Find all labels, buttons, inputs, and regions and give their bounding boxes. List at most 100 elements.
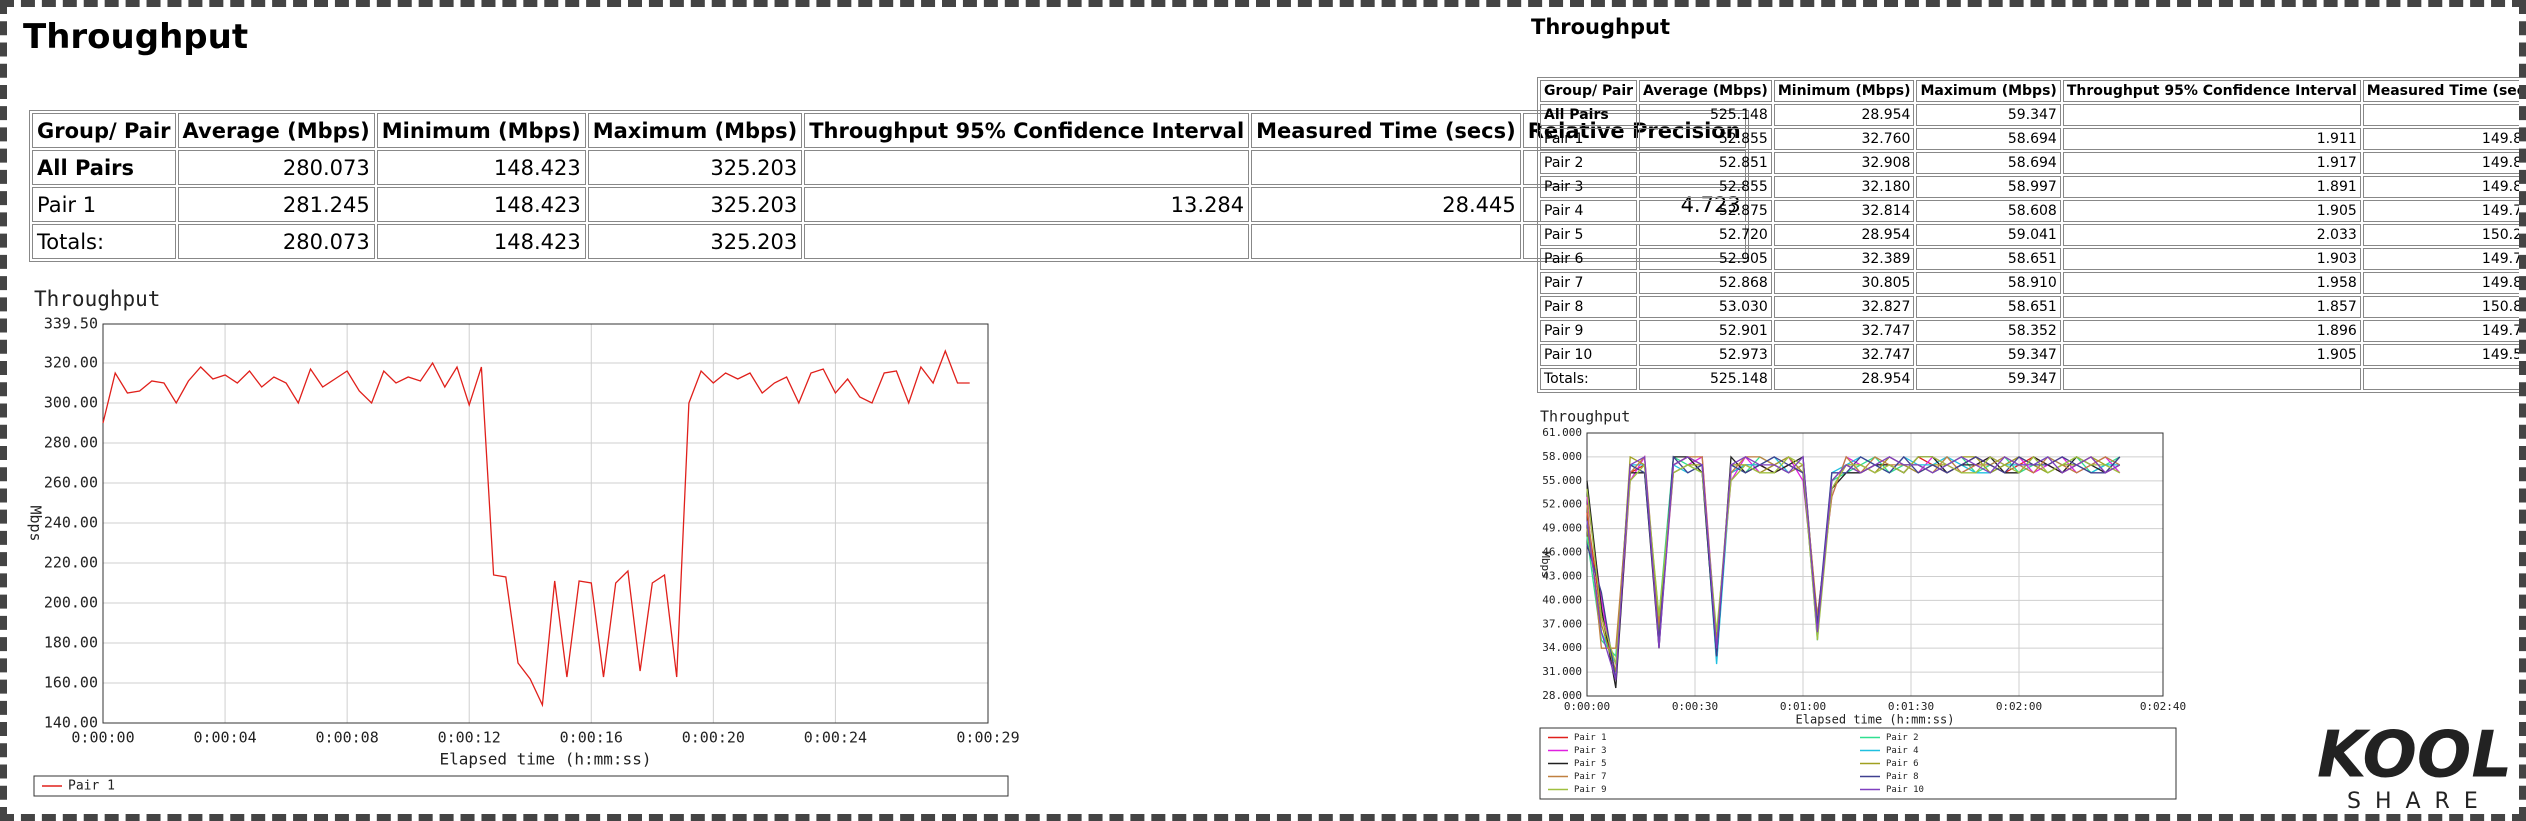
legend-label: Pair 3 bbox=[1574, 746, 1607, 756]
table-cell: 58.997 bbox=[1916, 176, 2061, 198]
table-cell: 525.148 bbox=[1639, 368, 1772, 390]
table-cell: 149.845 bbox=[2362, 176, 2519, 198]
table-cell: 32.747 bbox=[1773, 320, 1915, 342]
table-cell: 32.814 bbox=[1773, 200, 1915, 222]
table-cell: 281.245 bbox=[177, 187, 375, 222]
table-cell: 59.041 bbox=[1916, 224, 2061, 246]
table-row: Totals: 525.148 28.954 59.347 bbox=[1540, 368, 2519, 390]
table-cell: 1.905 bbox=[2062, 344, 2361, 366]
y-tick-label: 140.00 bbox=[44, 714, 98, 732]
table-cell: 1.911 bbox=[2062, 128, 2361, 150]
y-tick-label: 46.000 bbox=[1542, 546, 1582, 559]
table-row: Pair 752.86830.80558.9101.958149.8073.70… bbox=[1540, 272, 2519, 294]
table-cell: 59.347 bbox=[1916, 368, 2061, 390]
table-cell: 525.148 bbox=[1639, 104, 1772, 126]
table-row: Pair 652.90532.38958.6511.903149.7033.59… bbox=[1540, 248, 2519, 270]
y-tick-label: 34.000 bbox=[1542, 641, 1582, 654]
header-row: Group/ Pair Average (Mbps) Minimum (Mbps) M… bbox=[1540, 80, 2519, 102]
x-tick-label: 0:00:04 bbox=[193, 729, 256, 747]
table-cell: 52.855 bbox=[1639, 176, 1772, 198]
header-cell: Average (Mbps) bbox=[1639, 80, 1772, 102]
x-tick-label: 0:00:12 bbox=[438, 729, 501, 747]
table-cell: Pair 8 bbox=[1540, 296, 1638, 318]
table-cell: 52.875 bbox=[1639, 200, 1772, 222]
table-cell: 28.954 bbox=[1773, 224, 1915, 246]
y-tick-label: 52.000 bbox=[1542, 498, 1582, 511]
legend-label: Pair 10 bbox=[1886, 785, 1924, 795]
table-cell: 28.954 bbox=[1773, 368, 1915, 390]
table-cell: 13.284 bbox=[804, 187, 1250, 222]
y-tick-label: 320.00 bbox=[44, 354, 98, 372]
x-tick-label: 0:00:16 bbox=[560, 729, 623, 747]
header-cell: Throughput 95% Confidence Interval bbox=[2062, 80, 2361, 102]
table-cell: 52.851 bbox=[1639, 152, 1772, 174]
plot-border bbox=[102, 323, 989, 724]
table-cell: 325.203 bbox=[587, 187, 803, 222]
results-table: Group/ Pair Average (Mbps) Minimum (Mbps) M… bbox=[29, 110, 1749, 262]
table-cell: 149.703 bbox=[2362, 248, 2519, 270]
x-tick-label: 0:00:20 bbox=[682, 729, 745, 747]
x-tick-label: 0:00:08 bbox=[316, 729, 379, 747]
plot-border bbox=[1586, 432, 2164, 697]
table-cell bbox=[2362, 104, 2519, 126]
table-cell: 280.073 bbox=[177, 150, 375, 185]
table-cell: Pair 7 bbox=[1540, 272, 1638, 294]
chart-title: Throughput bbox=[1540, 408, 1630, 426]
table-cell: 58.651 bbox=[1916, 248, 2061, 270]
table-cell: 150.857 bbox=[2362, 296, 2519, 318]
table-cell: 32.747 bbox=[1773, 344, 1915, 366]
table-cell bbox=[2062, 368, 2361, 390]
table-cell bbox=[2062, 104, 2361, 126]
y-tick-label: 260.00 bbox=[44, 474, 98, 492]
legend-label: Pair 4 bbox=[1886, 746, 1919, 756]
chart-title: Throughput bbox=[34, 287, 160, 311]
legend-label: Pair 5 bbox=[1574, 759, 1607, 769]
table-cell: Pair 3 bbox=[1540, 176, 1638, 198]
table-cell: 149.509 bbox=[2362, 344, 2519, 366]
table-cell: 1.891 bbox=[2062, 176, 2361, 198]
table-cell: 1.896 bbox=[2062, 320, 2361, 342]
table-cell: 52.855 bbox=[1639, 128, 1772, 150]
x-tick-label: 0:00:00 bbox=[71, 729, 134, 747]
results-table: Group/ Pair Average (Mbps) Minimum (Mbps) M… bbox=[1537, 77, 2519, 393]
table-cell: Totals: bbox=[32, 224, 176, 259]
table-row: Pair 452.87532.81458.6081.905149.7883.60… bbox=[1540, 200, 2519, 222]
header-cell: Minimum (Mbps) bbox=[1773, 80, 1915, 102]
table-cell: 28.445 bbox=[1251, 187, 1521, 222]
header-row: Group/ Pair Average (Mbps) Minimum (Mbps) M… bbox=[32, 113, 1746, 148]
header-cell: Measured Time (secs) bbox=[2362, 80, 2519, 102]
header-cell: Measured Time (secs) bbox=[1251, 113, 1521, 148]
y-tick-label: 180.00 bbox=[44, 634, 98, 652]
table-cell: 1.857 bbox=[2062, 296, 2361, 318]
y-tick-label: 37.000 bbox=[1542, 617, 1582, 630]
table-row: Pair 352.85532.18058.9971.891149.8453.57… bbox=[1540, 176, 2519, 198]
table-cell: Pair 5 bbox=[1540, 224, 1638, 246]
table-cell: 52.901 bbox=[1639, 320, 1772, 342]
panel-title: Throughput bbox=[1531, 15, 1671, 39]
y-tick-label: 49.000 bbox=[1542, 522, 1582, 535]
table-cell: 149.807 bbox=[2362, 272, 2519, 294]
table-row: Pair 952.90132.74758.3521.896149.7153.58… bbox=[1540, 320, 2519, 342]
legend-label: Pair 9 bbox=[1574, 785, 1607, 795]
table-cell: 58.608 bbox=[1916, 200, 2061, 222]
table-cell: 59.347 bbox=[1916, 344, 2061, 366]
table-cell: 2.033 bbox=[2062, 224, 2361, 246]
header-cell: Group/ Pair bbox=[1540, 80, 1638, 102]
y-tick-label: 55.000 bbox=[1542, 474, 1582, 487]
legend-box bbox=[33, 775, 1009, 797]
table-row: Pair 252.85132.90858.6941.917149.8553.62… bbox=[1540, 152, 2519, 174]
table-cell bbox=[1522, 150, 1746, 185]
series-line bbox=[102, 349, 970, 708]
panel-title: Throughput bbox=[23, 17, 249, 57]
legend-box bbox=[1539, 727, 2177, 800]
charts: Throughput 140.00 160.00 180.00 200.00 220.00… bbox=[27, 287, 2513, 814]
watermark: KOOL bbox=[2317, 719, 2512, 793]
y-tick-label: 300.00 bbox=[44, 394, 98, 412]
table-cell: 149.715 bbox=[2362, 320, 2519, 342]
table-cell: 52.973 bbox=[1639, 344, 1772, 366]
x-tick-label: 0:00:29 bbox=[956, 729, 1019, 747]
table-cell: 148.423 bbox=[376, 150, 586, 185]
table-cell: Pair 4 bbox=[1540, 200, 1638, 222]
table-cell bbox=[1251, 224, 1521, 259]
